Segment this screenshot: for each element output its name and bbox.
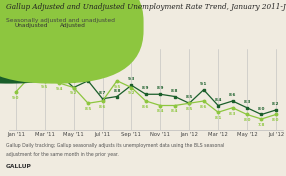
Text: 9.3: 9.3 [128, 77, 135, 81]
Text: Gallup Daily tracking; Gallup seasonally adjusts its unemployment data using the: Gallup Daily tracking; Gallup seasonally… [6, 143, 224, 148]
Text: 8.4: 8.4 [171, 109, 178, 113]
Text: 8.5: 8.5 [186, 95, 193, 99]
Text: 8.6: 8.6 [142, 105, 150, 109]
Text: 9.4: 9.4 [55, 87, 63, 91]
Text: 8.4: 8.4 [157, 109, 164, 113]
Text: 8.4: 8.4 [214, 98, 222, 102]
Text: 8.6: 8.6 [229, 93, 236, 97]
Text: 9.5: 9.5 [41, 85, 48, 89]
Text: GALLUP: GALLUP [6, 164, 31, 169]
Text: 9.9: 9.9 [12, 64, 19, 68]
Text: 8.8: 8.8 [113, 89, 121, 93]
Text: 8.1: 8.1 [214, 116, 222, 120]
Text: 9.9: 9.9 [41, 64, 48, 68]
Text: 9.5: 9.5 [84, 73, 92, 77]
Text: 8.3: 8.3 [229, 112, 236, 116]
Text: 7.8: 7.8 [258, 123, 265, 127]
Text: 10.3: 10.3 [25, 55, 35, 59]
Text: Unadjusted: Unadjusted [14, 23, 48, 28]
Text: 8.5: 8.5 [186, 107, 193, 111]
Text: 8.0: 8.0 [272, 118, 280, 122]
Text: 9.7: 9.7 [27, 80, 34, 84]
Text: 9.0: 9.0 [12, 96, 19, 100]
Text: Gallup Adjusted and Unadjusted Unemployment Rate Trend, January 2011-July 2012: Gallup Adjusted and Unadjusted Unemploym… [6, 3, 286, 11]
Text: 9.1: 9.1 [200, 82, 207, 86]
Text: adjustment for the same month in the prior year.: adjustment for the same month in the pri… [6, 152, 119, 157]
Text: 9.2: 9.2 [70, 80, 77, 84]
Text: 9.2: 9.2 [128, 91, 135, 95]
Text: 8.3: 8.3 [243, 100, 251, 104]
Text: 9.2: 9.2 [70, 91, 77, 95]
Text: Seasonally adjusted and unadjusted: Seasonally adjusted and unadjusted [6, 18, 115, 23]
Text: 8.0: 8.0 [258, 107, 265, 111]
Text: 8.0: 8.0 [243, 118, 251, 122]
Text: 8.8: 8.8 [171, 89, 178, 93]
Text: 9.8: 9.8 [55, 66, 63, 70]
Text: 8.6: 8.6 [99, 105, 106, 109]
Text: Adjusted: Adjusted [60, 23, 86, 28]
Text: 8.9: 8.9 [142, 86, 150, 90]
Text: 8.7: 8.7 [99, 91, 106, 95]
Text: 8.2: 8.2 [272, 102, 280, 106]
Text: 9.5: 9.5 [113, 85, 121, 89]
Text: 8.9: 8.9 [157, 86, 164, 90]
Text: 8.5: 8.5 [84, 107, 92, 111]
Text: 8.6: 8.6 [200, 105, 207, 109]
